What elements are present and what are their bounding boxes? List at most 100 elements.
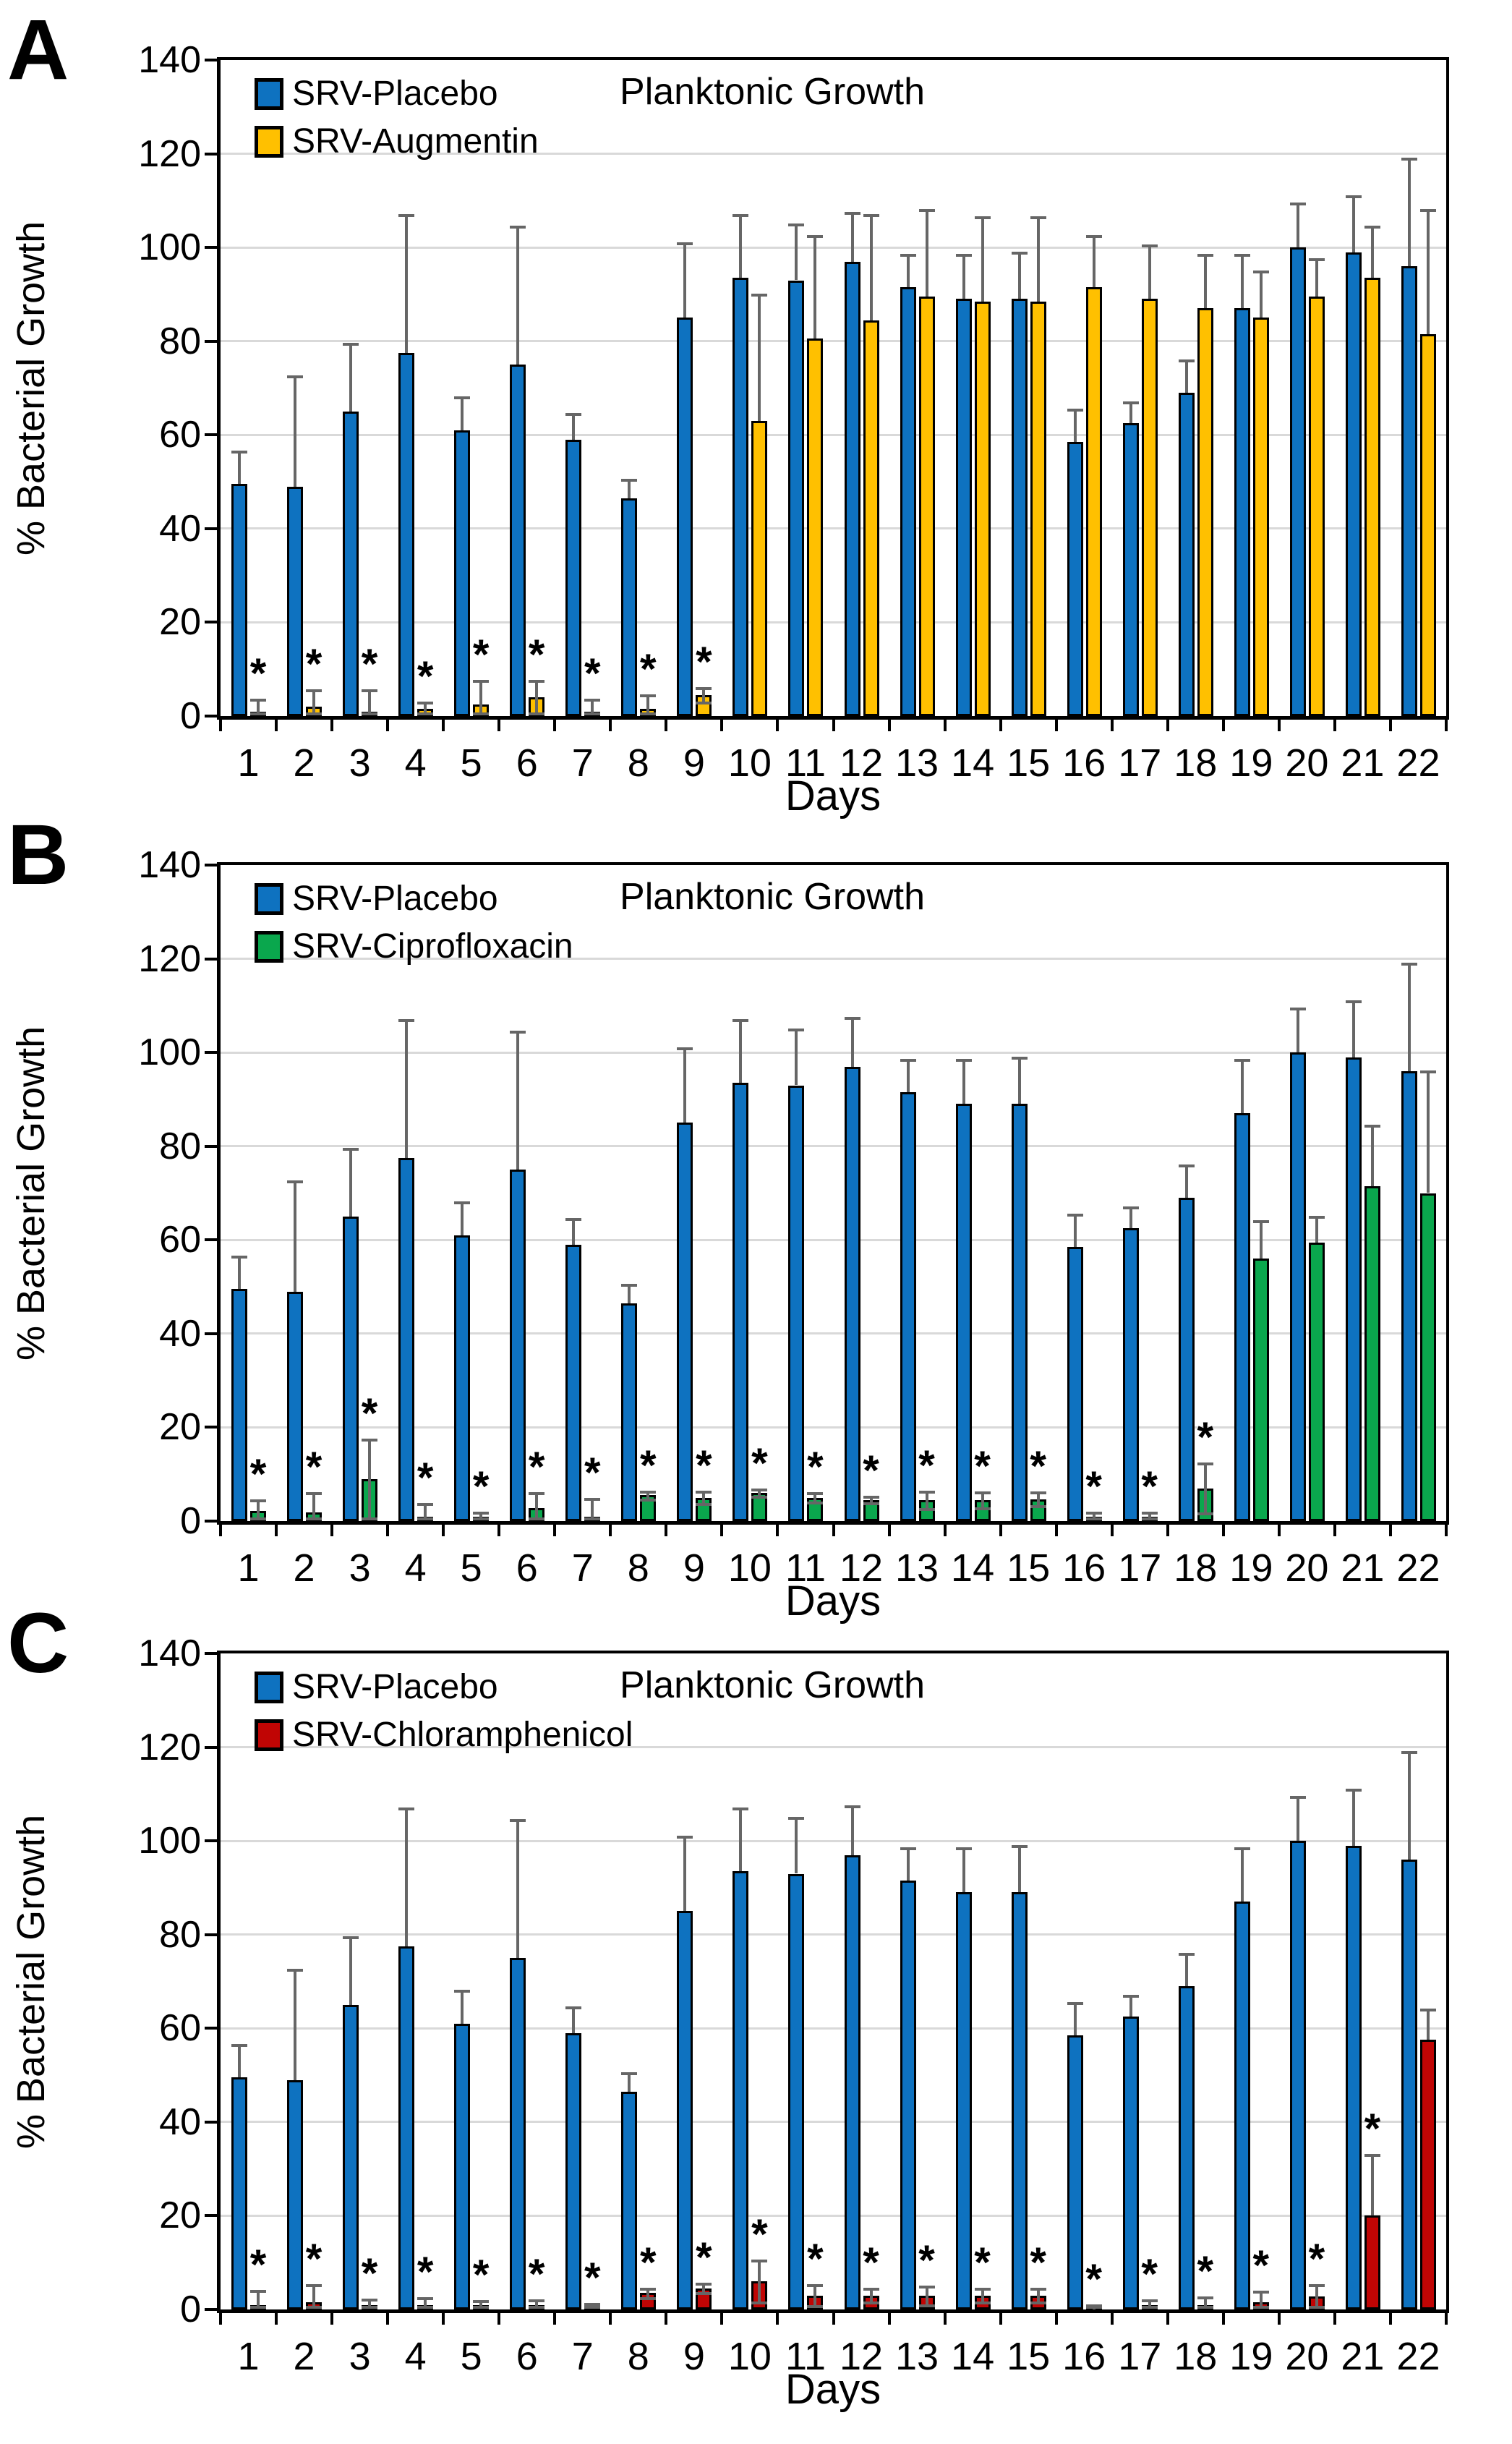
error-bar-cap [529,2299,545,2303]
error-bar-cap [287,1969,304,1972]
error-bar-line [257,1510,260,1519]
error-bar-cap [306,689,323,693]
chart-title: Planktonic Growth [620,1664,925,1706]
error-bar-line [1315,2296,1318,2307]
error-bar-cap [306,2283,323,2287]
error-bar-line [646,709,650,714]
bar-treatment-day-12 [863,320,879,716]
significance-asterisk: * [807,1444,824,1491]
x-tick-label: 3 [349,1546,371,1590]
error-bar-cap [1141,2299,1158,2303]
significance-asterisk: * [918,2236,935,2284]
error-bar-cap [565,1218,582,1222]
error-bar-line [1017,1057,1021,1104]
bar-placebo-day-13 [900,1092,916,1521]
error-bar-cap [510,1818,526,1822]
bar-treatment-day-21 [1364,1185,1380,1521]
error-bar-cap [584,1497,601,1501]
x-tick-label: 11 [785,1546,826,1590]
error-bar-cap [362,712,378,716]
error-bar-line [405,214,409,353]
error-bar-line [405,1019,409,1158]
x-tick-label: 8 [627,1546,649,1590]
error-bar-line [962,1059,965,1104]
y-tick [205,246,218,250]
bar-treatment-day-19 [1252,318,1269,716]
significance-asterisk: * [974,2239,991,2286]
error-bar-line [813,2295,817,2306]
error-bar-cap [640,712,657,716]
bar-placebo-day-12 [844,261,860,716]
error-bar-cap [918,2304,935,2307]
x-tick-label: 13 [895,1546,939,1590]
bar-placebo-day-5 [454,2023,471,2309]
error-bar-line [1073,2002,1077,2035]
significance-asterisk: * [361,641,378,689]
gridline [221,246,1446,249]
y-tick [205,152,218,156]
error-bar-cap [1252,270,1269,273]
bar-placebo-day-18 [1178,392,1195,716]
error-bar-cap [751,293,768,297]
error-bar-line [1370,226,1374,278]
y-tick-label: 40 [159,2100,201,2143]
bar-treatment-day-18 [1197,308,1213,716]
error-bar-line [1240,1059,1244,1114]
x-tick-label: 2 [293,1546,315,1590]
gridline [221,2121,1446,2124]
error-bar-line [1092,235,1095,288]
x-tick [553,2313,557,2325]
x-tick [497,1525,501,1536]
error-bar-line [869,214,873,320]
error-bar-cap [844,1016,860,1020]
significance-asterisk: * [584,2254,601,2302]
significance-asterisk: * [584,1449,601,1496]
error-bar-line [294,376,297,487]
y-tick-label: 60 [159,2007,201,2050]
bar-placebo-day-13 [900,1881,916,2309]
error-bar-cap [306,712,323,716]
significance-asterisk: * [528,1444,545,1491]
gridline [221,2214,1446,2217]
bar-treatment-day-16 [1085,287,1102,716]
x-tick [1221,1525,1225,1536]
error-bar-cap [1085,2304,1102,2307]
legend-entry-placebo: SRV-Placebo [255,875,573,923]
error-bar-cap [473,712,490,716]
error-bar-line [572,1219,576,1245]
x-tick-label: 14 [951,2335,995,2378]
error-bar-line [1184,1953,1188,1986]
x-tick-label: 17 [1118,2335,1162,2378]
x-tick [1166,1525,1169,1536]
error-bar-line [683,242,687,318]
significance-asterisk: * [417,652,434,700]
gridline [221,1051,1446,1054]
bar-placebo-day-20 [1289,1841,1306,2309]
x-tick-label: 4 [404,1546,427,1590]
bar-placebo-day-4 [398,1946,415,2309]
significance-asterisk: * [1364,2105,1381,2153]
x-tick-label: 22 [1396,1546,1440,1590]
error-bar-cap [751,2302,768,2305]
bar-placebo-day-1 [231,1289,247,1521]
x-tick-label: 16 [1062,2335,1106,2378]
x-tick-label: 12 [839,741,884,785]
x-tick-label: 20 [1285,741,1329,785]
x-tick-label: 13 [895,741,939,785]
error-bar-line [479,2301,483,2307]
y-tick-label: 40 [159,507,201,550]
legend: SRV-Placebo SRV-Augmentin [255,70,539,166]
legend-entry-treatment: SRV-Chloramphenicol [255,1711,633,1759]
error-bar-line [795,223,798,281]
error-bar-line [461,397,464,430]
error-bar-line [516,1819,520,1959]
error-bar-cap [473,2300,490,2304]
legend-label-placebo: SRV-Placebo [292,74,498,113]
bar-placebo-day-18 [1178,1985,1195,2309]
error-bar-line [1073,409,1077,442]
plot-area: * * * * * * * * * [217,57,1449,720]
error-bar-cap [732,213,749,217]
error-bar-line [312,2302,316,2307]
x-tick [776,1525,780,1536]
significance-asterisk: * [528,631,545,679]
